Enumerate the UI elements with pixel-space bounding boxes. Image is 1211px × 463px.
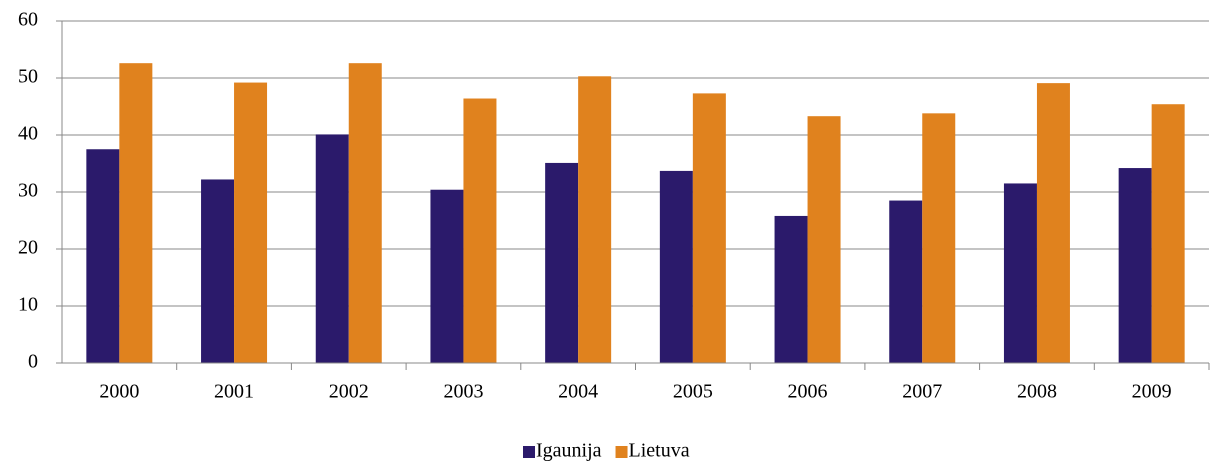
bar (86, 149, 120, 363)
bar (201, 179, 235, 363)
y-tick-label: 20 (18, 237, 38, 259)
bar (119, 63, 153, 364)
x-tick-label: 2006 (788, 381, 828, 403)
bar (1118, 168, 1152, 363)
bar (315, 134, 349, 363)
x-tick-label: 2003 (443, 381, 483, 403)
bar (545, 162, 579, 363)
y-tick-label: 10 (18, 294, 38, 316)
bar (692, 93, 726, 363)
x-tick-label: 2008 (1017, 381, 1057, 403)
y-tick-label: 50 (18, 66, 38, 88)
bar (578, 76, 612, 363)
x-tick-label: 2009 (1132, 381, 1172, 403)
x-tick-label: 2000 (99, 381, 139, 403)
y-tick-label: 60 (18, 9, 38, 31)
y-tick-label: 0 (28, 351, 38, 373)
y-tick-label: 30 (18, 180, 38, 202)
bar (463, 98, 497, 364)
bar (1036, 83, 1070, 363)
y-tick-label: 40 (18, 123, 38, 145)
bar (659, 170, 693, 363)
x-tick-label: 2005 (673, 381, 713, 403)
bar (774, 215, 808, 363)
legend-swatch (523, 446, 535, 458)
legend-label: Igaunija (536, 440, 602, 462)
x-tick-label: 2007 (902, 381, 942, 403)
x-tick-label: 2004 (558, 381, 598, 403)
bar (234, 82, 268, 363)
bar (807, 116, 841, 363)
bar (922, 113, 956, 363)
x-tick-label: 2002 (329, 381, 369, 403)
bar (1151, 104, 1185, 363)
bar (348, 63, 382, 364)
bar (889, 200, 923, 363)
x-tick-label: 2001 (214, 381, 254, 403)
legend-label: Lietuva (629, 440, 690, 462)
legend-swatch (615, 446, 628, 458)
bar (430, 189, 464, 363)
bar (1003, 183, 1037, 363)
